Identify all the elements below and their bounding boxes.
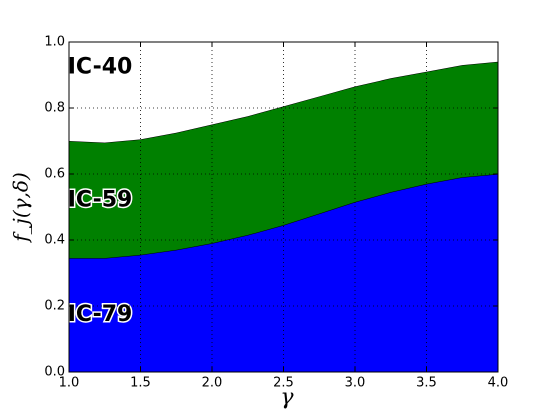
plot-frame: [68, 41, 499, 373]
x-tick-label: 2.0: [202, 376, 223, 391]
y-tick-label: 0.2: [44, 299, 65, 314]
y-tick-label: 1.0: [44, 35, 65, 50]
x-tick-label: 1.5: [130, 376, 151, 391]
x-tick-label: 1.0: [59, 376, 80, 391]
y-tick-label: 0.0: [44, 365, 65, 380]
x-tick-label: 2.5: [273, 376, 294, 391]
y-tick-label: 0.6: [44, 167, 65, 182]
series-label: IC-40: [68, 54, 133, 79]
x-tick-label: 3.0: [345, 376, 366, 391]
x-tick-label: 4.0: [488, 376, 509, 391]
x-axis-label: γ: [280, 385, 294, 410]
y-tick-label: 0.8: [44, 101, 65, 116]
area: [69, 61, 498, 259]
y-axis-label: f_j(γ,δ): [9, 172, 33, 244]
y-tick-label: 0.4: [44, 233, 65, 248]
x-tick-label: 3.5: [416, 376, 437, 391]
area: [69, 42, 498, 143]
area: [69, 174, 498, 372]
series-label: IC-59: [68, 187, 133, 212]
